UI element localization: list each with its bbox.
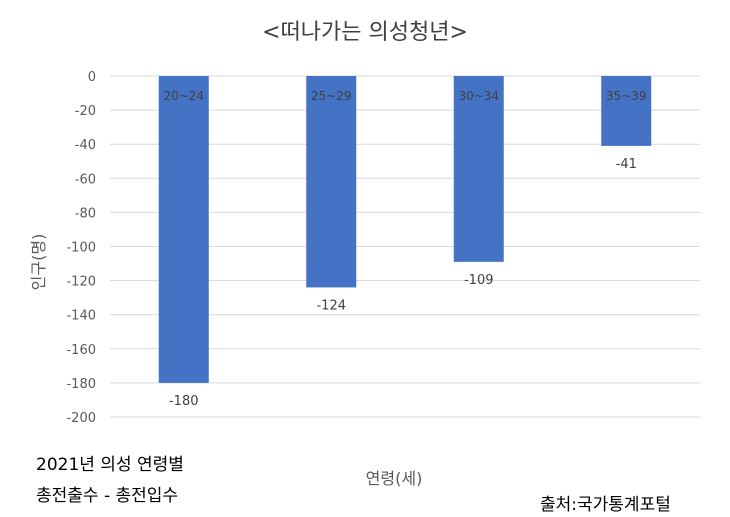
category-label: 20~24 — [163, 89, 204, 103]
chart-title: <떠나가는 의성청년> — [262, 20, 468, 45]
y-tick-label: -160 — [66, 343, 96, 358]
source-label: 출처:국가통계포털 — [540, 495, 671, 515]
y-tick-labels: 0 -20 -40 -60 -80 -100 -120 -140 -160 -180 -200 — [66, 70, 96, 426]
category-label: 25~29 — [311, 89, 352, 103]
note-line-2: 총전출수 - 총전입수 — [36, 486, 179, 506]
data-label: -41 — [616, 157, 637, 172]
y-tick-label: -80 — [75, 206, 96, 221]
data-labels: -180 -124 -109 -41 — [169, 157, 637, 409]
y-tick-label: -200 — [66, 411, 96, 426]
x-axis-label: 연령(세) — [366, 469, 423, 488]
data-label: -124 — [316, 298, 346, 313]
y-axis-label: 인구(명) — [29, 234, 48, 291]
bar — [453, 76, 504, 262]
data-label: -180 — [169, 394, 199, 409]
bar — [158, 76, 209, 383]
y-tick-label: -120 — [66, 275, 96, 290]
y-tick-label: -180 — [66, 377, 96, 392]
note-line-1: 2021년 의성 연령별 — [36, 455, 184, 475]
y-tick-label: -20 — [75, 104, 96, 119]
data-label: -109 — [464, 273, 494, 288]
bar — [306, 76, 357, 288]
y-tick-label: -40 — [75, 138, 96, 153]
category-label: 35~39 — [606, 89, 647, 103]
y-tick-label: -60 — [75, 172, 96, 187]
bars — [158, 76, 652, 383]
category-label: 30~34 — [458, 89, 499, 103]
y-tick-label: -100 — [66, 241, 96, 256]
y-tick-label: -140 — [66, 309, 96, 324]
y-tick-label: 0 — [88, 70, 96, 85]
bar — [601, 76, 652, 146]
category-labels: 20~24 25~29 30~34 35~39 — [163, 89, 646, 103]
